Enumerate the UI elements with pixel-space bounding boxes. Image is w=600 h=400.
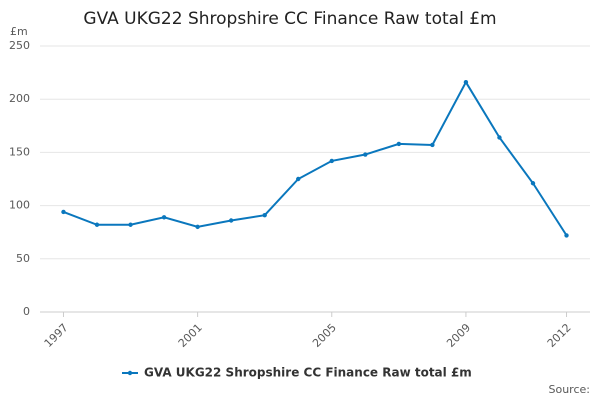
legend-swatch-dot: [127, 370, 133, 376]
x-tick-label: 2012: [545, 321, 574, 350]
y-tick-label: 100: [9, 199, 30, 212]
point: [497, 135, 502, 140]
point: [430, 142, 435, 148]
x-tick-label: 1997: [42, 321, 71, 350]
point: [128, 222, 133, 227]
x-tick-label: 2009: [444, 321, 473, 350]
point: [161, 215, 167, 220]
y-tick-label: 150: [9, 145, 30, 158]
y-tick-label: 50: [16, 252, 30, 265]
x-tick-label: 2001: [176, 321, 205, 350]
point: [94, 222, 100, 227]
y-tick-label: 200: [9, 92, 30, 105]
line: [63, 80, 568, 236]
point: [530, 181, 536, 186]
point: [463, 79, 469, 85]
x-tick-label: 2005: [310, 321, 339, 350]
point: [262, 212, 267, 218]
point: [564, 233, 569, 238]
y-axis-label: £m: [10, 25, 28, 38]
point: [61, 209, 66, 215]
point: [296, 176, 301, 182]
point: [195, 224, 200, 230]
source: Source:: [549, 383, 591, 396]
chart-title: GVA UKG22 Shropshire CC Finance Raw tota…: [83, 9, 496, 29]
point: [396, 141, 402, 147]
point: [228, 218, 234, 223]
point: [329, 158, 334, 164]
y-tick-label: 250: [9, 39, 30, 52]
legend-label: GVA UKG22 Shropshire CC Finance Raw tota…: [144, 366, 472, 380]
y-tick-label: 0: [23, 305, 30, 318]
point: [363, 152, 368, 157]
